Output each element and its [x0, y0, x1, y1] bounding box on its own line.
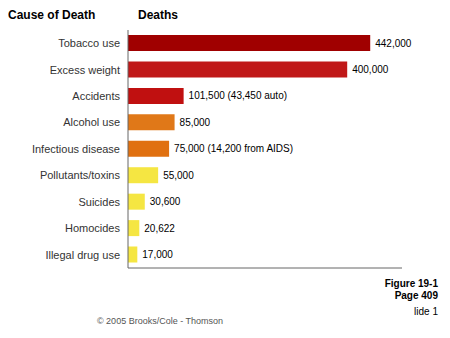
svg-text:Illegal drug use: Illegal drug use	[45, 249, 120, 261]
html-text:Cause of Death: Cause of Death	[8, 8, 96, 22]
svg-text:Suicides: Suicides	[78, 196, 120, 208]
svg-text:101,500 (43,450 auto): 101,500 (43,450 auto)	[189, 90, 287, 101]
svg-text:75,000 (14,200 from AIDS): 75,000 (14,200 from AIDS)	[174, 143, 293, 154]
svg-text:Tobacco use: Tobacco use	[58, 37, 120, 49]
html-text:lide 1: lide 1	[414, 306, 438, 317]
svg-text:17,000: 17,000	[142, 249, 173, 260]
svg-text:85,000: 85,000	[180, 117, 211, 128]
svg-text:55,000: 55,000	[163, 170, 194, 181]
svg-text:Accidents: Accidents	[72, 90, 120, 102]
svg-text:20,622: 20,622	[144, 223, 175, 234]
svg-text:442,000: 442,000	[375, 38, 412, 49]
svg-text:400,000: 400,000	[352, 64, 389, 75]
svg-text:Pollutants/toxins: Pollutants/toxins	[40, 169, 121, 181]
html-text:© 2005 Brooks/Cole - Thomson: © 2005 Brooks/Cole - Thomson	[97, 316, 223, 326]
html-text:Figure 19-1 Page 409: Figure 19-1 Page 409	[384, 278, 438, 301]
svg-text:Excess weight: Excess weight	[50, 64, 120, 76]
svg-text:Homocides: Homocides	[65, 222, 121, 234]
svg-text:Infectious disease: Infectious disease	[32, 143, 120, 155]
html-text:Deaths: Deaths	[138, 8, 178, 22]
svg-text:Alcohol use: Alcohol use	[63, 116, 120, 128]
svg-text:30,600: 30,600	[150, 196, 181, 207]
